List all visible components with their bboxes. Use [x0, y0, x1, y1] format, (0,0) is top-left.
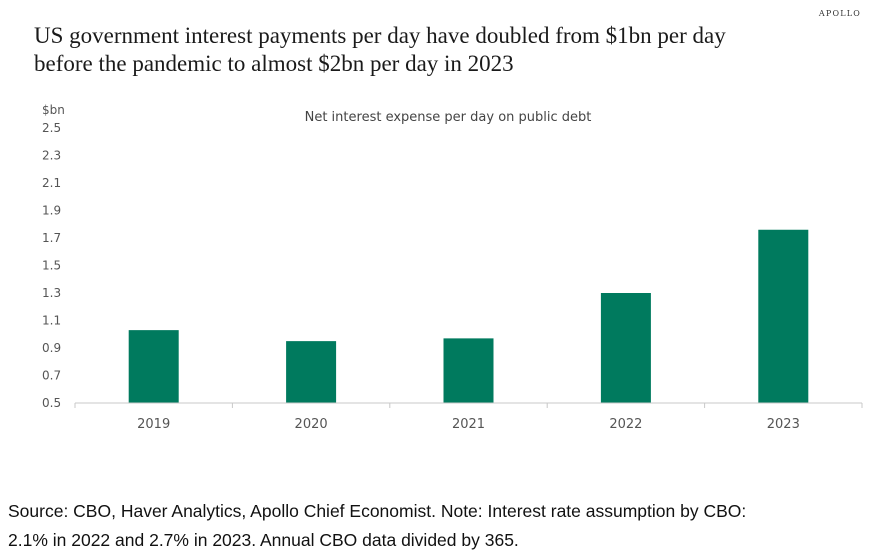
bar-2023	[758, 229, 809, 403]
bars	[128, 229, 809, 403]
bar-2020	[286, 341, 337, 403]
x-axis-ticks: 2019 2020 2021 2022 2023	[74, 403, 863, 432]
source-note-line-1: Source: CBO, Haver Analytics, Apollo Chi…	[8, 501, 747, 521]
x-tick-label: 2019	[137, 417, 170, 432]
chart-title: Net interest expense per day on public d…	[305, 110, 592, 125]
y-axis-ticks: 2.5 2.3 2.1 1.9 1.7 1.5 1.3 1.1 0.9 0.7 0.5	[42, 121, 61, 410]
y-tick-label: 1.7	[42, 231, 61, 245]
x-tick-label: 2022	[609, 417, 642, 432]
bar-2021	[443, 338, 494, 403]
y-tick-label: 0.7	[42, 369, 61, 383]
y-tick-label: 2.5	[42, 121, 61, 135]
headline: US government interest payments per day …	[34, 22, 794, 78]
bar-2022	[600, 293, 651, 403]
y-axis-unit-label: $bn	[42, 103, 65, 117]
y-tick-label: 0.5	[42, 396, 61, 410]
headline-line-1: US government interest payments per day …	[34, 23, 726, 48]
y-tick-label: 2.3	[42, 149, 61, 163]
source-note-line-2: 2.1% in 2022 and 2.7% in 2023. Annual CB…	[8, 530, 519, 550]
bar-2019	[128, 330, 179, 403]
y-tick-label: 1.3	[42, 286, 61, 300]
y-tick-label: 1.1	[42, 314, 61, 328]
x-tick-label: 2021	[452, 417, 485, 432]
x-tick-label: 2020	[295, 417, 328, 432]
y-tick-label: 1.9	[42, 204, 61, 218]
y-tick-label: 2.1	[42, 176, 61, 190]
bar-chart: $bn Net interest expense per day on publ…	[42, 103, 863, 432]
y-tick-label: 0.9	[42, 341, 61, 355]
source-note: Source: CBO, Haver Analytics, Apollo Chi…	[8, 497, 868, 555]
headline-line-2: before the pandemic to almost $2bn per d…	[34, 51, 514, 76]
x-tick-label: 2023	[767, 417, 800, 432]
brand-logo: APOLLO	[818, 9, 861, 18]
y-tick-label: 1.5	[42, 259, 61, 273]
